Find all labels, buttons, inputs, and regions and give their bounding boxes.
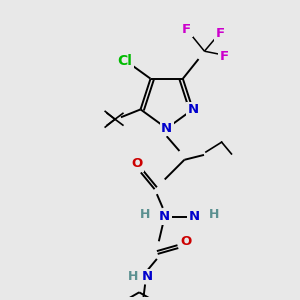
Text: H: H	[128, 270, 139, 283]
Text: F: F	[216, 27, 225, 40]
Text: H: H	[208, 208, 219, 221]
Text: N: N	[142, 270, 153, 283]
Text: O: O	[181, 235, 192, 248]
Text: Cl: Cl	[118, 54, 133, 68]
Text: F: F	[220, 50, 229, 63]
Text: O: O	[132, 157, 143, 170]
Text: N: N	[189, 210, 200, 223]
Text: N: N	[161, 122, 172, 135]
Text: N: N	[187, 103, 198, 116]
Text: N: N	[159, 210, 170, 223]
Text: F: F	[182, 23, 191, 36]
Text: H: H	[140, 208, 150, 221]
